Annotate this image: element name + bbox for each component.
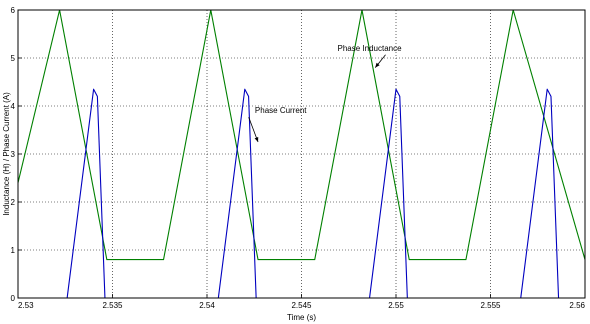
plot-frame — [17, 9, 586, 299]
x-tick-label: 2.53 — [18, 301, 34, 310]
x-tick-label: 2.555 — [480, 301, 501, 310]
x-tick-label: 2.535 — [102, 301, 123, 310]
annotation-label: Phase Inductance — [338, 44, 403, 53]
y-tick-label: 3 — [11, 150, 16, 159]
phase-inductance-line — [17, 9, 586, 261]
grid — [18, 10, 585, 298]
x-tick-label: 2.56 — [569, 301, 585, 310]
y-tick-label: 0 — [11, 294, 16, 303]
y-tick-label: 2 — [11, 198, 16, 207]
x-axis-label: Time (s) — [287, 313, 316, 322]
y-tick-label: 4 — [11, 102, 16, 111]
y-tick-label: 5 — [11, 54, 16, 63]
x-tick-label: 2.545 — [291, 301, 312, 310]
y-axis-label: Inductance (H) / Phase Current (A) — [2, 92, 11, 216]
annotation-label: Phase Current — [255, 106, 307, 115]
y-tick-label: 1 — [11, 246, 16, 255]
annotations: Phase Inductance Phase Current — [248, 44, 403, 143]
x-tick-label: 2.55 — [388, 301, 404, 310]
x-tick-label: 2.54 — [199, 301, 215, 310]
annotation-arrowhead — [375, 62, 380, 68]
annotation-arrowhead — [254, 137, 259, 142]
axis-ticks: 2.53 2.535 2.54 2.545 2.55 2.555 2.56 0 1 2 3 4 5 6 — [11, 6, 586, 310]
y-tick-label: 6 — [11, 6, 16, 15]
